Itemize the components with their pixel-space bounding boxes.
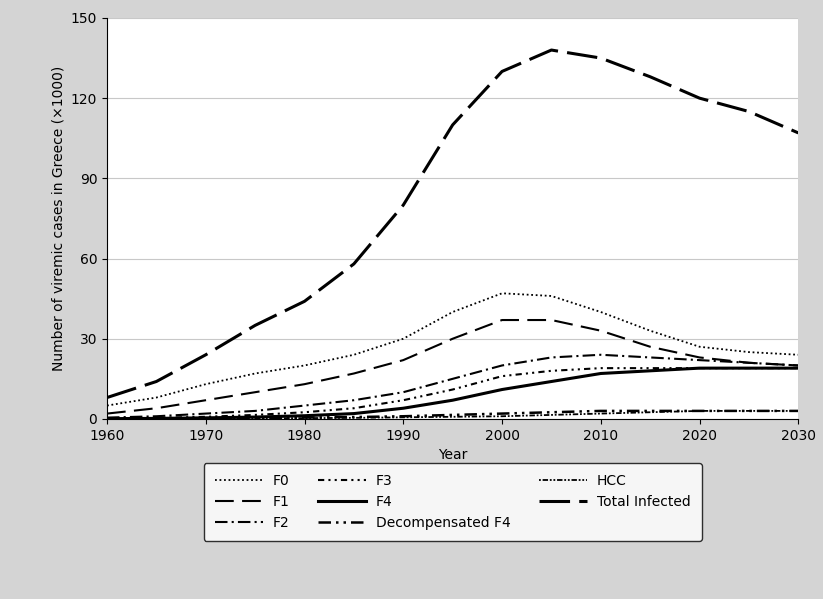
Y-axis label: Number of viremic cases in Greece (×1000): Number of viremic cases in Greece (×1000… (51, 66, 65, 371)
Legend: F0, F1, F2, F3, F4, Decompensated F4, HCC, Total Infected: F0, F1, F2, F3, F4, Decompensated F4, HC… (203, 463, 702, 541)
X-axis label: Year: Year (438, 448, 467, 462)
